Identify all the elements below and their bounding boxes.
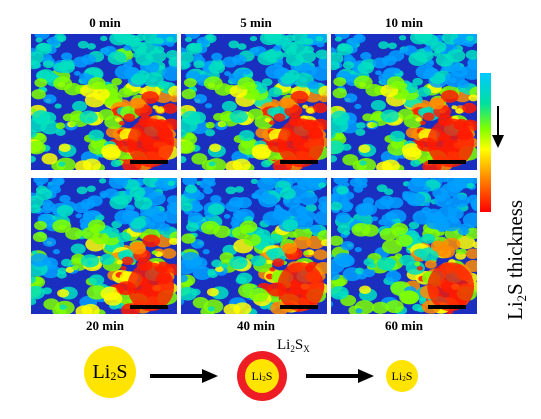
- thickness-map-40min: [181, 178, 327, 314]
- right-arrow-icon: [150, 369, 218, 383]
- thickness-map-5min: [181, 34, 327, 170]
- thickness-map-60min: [331, 178, 477, 314]
- scale-bar: [428, 305, 466, 309]
- axis-label-sub: 2: [515, 295, 530, 302]
- li2s-core: Li 2 S: [245, 359, 279, 393]
- down-arrow-icon: [492, 106, 504, 148]
- thickness-map-20min-graphic: [31, 178, 177, 314]
- time-label-60: 60 min: [385, 318, 423, 333]
- thickness-colorbar: [480, 73, 491, 212]
- colorbar-axis-label: Li2S thickness: [503, 200, 530, 320]
- scale-bar: [130, 160, 168, 164]
- li2s-particle-initial: Li 2 S: [84, 346, 136, 398]
- li2s-label-main: Li: [92, 360, 111, 383]
- axis-label-rest: S thickness: [503, 199, 527, 296]
- li2s-label-rest: S: [116, 360, 128, 383]
- time-label-40: 40 min: [237, 318, 275, 333]
- time-label-20: 20 min: [86, 318, 124, 333]
- thickness-map-20min: [31, 178, 177, 314]
- scale-bar: [130, 305, 168, 309]
- li2sx-shell-particle: Li 2 S: [237, 351, 287, 401]
- li2s-label-sub: 2: [110, 368, 117, 383]
- thickness-map-0min: [31, 34, 177, 170]
- thickness-map-10min-graphic: [331, 34, 477, 170]
- thickness-map-40min-graphic: [181, 178, 327, 314]
- time-label-0: 0 min: [89, 15, 121, 30]
- thickness-map-60min-graphic: [331, 178, 477, 314]
- thickness-map-0min-graphic: [31, 34, 177, 170]
- li2s-particle-final: Li 2 S: [386, 360, 418, 392]
- li2sx-shell-label: Li2SX: [277, 337, 310, 355]
- thickness-map-5min-graphic: [181, 34, 327, 170]
- thickness-map-10min: [331, 34, 477, 170]
- time-label-10: 10 min: [385, 15, 423, 30]
- scale-bar: [428, 160, 466, 164]
- axis-label-main: Li: [503, 301, 527, 320]
- right-arrow-icon: [306, 369, 374, 383]
- scale-bar: [280, 160, 318, 164]
- time-label-5: 5 min: [240, 15, 272, 30]
- scale-bar: [280, 305, 318, 309]
